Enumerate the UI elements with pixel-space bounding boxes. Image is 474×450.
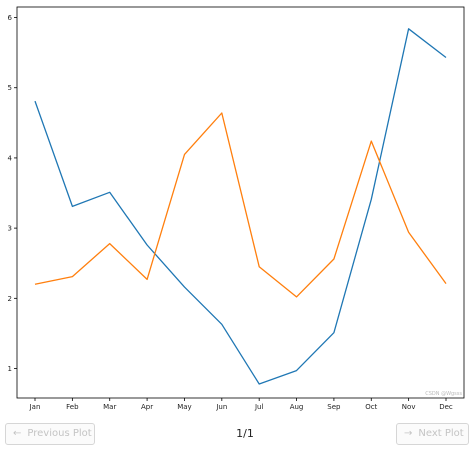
y-tick-label: 2 bbox=[8, 295, 12, 303]
y-tick-label: 5 bbox=[8, 84, 12, 92]
x-tick-label: Feb bbox=[66, 403, 79, 411]
x-tick-label: May bbox=[177, 403, 191, 411]
x-tick-label: Jul bbox=[254, 403, 264, 411]
y-tick-label: 1 bbox=[8, 365, 12, 373]
chart-area: 1 2 3 4 5 6 Jan Feb Mar Apr May Jun Jul Aug Sep Oct Nov… bbox=[8, 6, 465, 411]
y-tick-label: 6 bbox=[8, 14, 13, 22]
arrow-right-icon: → bbox=[404, 428, 413, 439]
x-tick-label: Jun bbox=[215, 403, 227, 411]
axes-frame bbox=[16, 6, 465, 399]
x-tick-label: Sep bbox=[327, 403, 341, 411]
previous-plot-button[interactable]: ← Previous Plot bbox=[5, 423, 95, 445]
x-tick-label: Aug bbox=[290, 403, 304, 411]
next-plot-button[interactable]: → Next Plot bbox=[396, 423, 469, 445]
x-tick-label: Oct bbox=[365, 403, 377, 411]
x-axis: Jan Feb Mar Apr May Jun Jul Aug Sep Oct Nov Dec bbox=[29, 398, 453, 411]
watermark: CSDN @Wgsss bbox=[425, 391, 462, 397]
arrow-left-icon: ← bbox=[13, 428, 22, 439]
y-tick-label: 3 bbox=[8, 225, 12, 233]
y-axis: 1 2 3 4 5 6 bbox=[8, 14, 17, 373]
series-line-2 bbox=[34, 112, 447, 298]
x-tick-label: Jan bbox=[29, 403, 41, 411]
previous-plot-label: Previous Plot bbox=[27, 428, 92, 439]
next-plot-label: Next Plot bbox=[418, 428, 464, 439]
axes bbox=[16, 6, 465, 399]
x-tick-label: Mar bbox=[103, 403, 116, 411]
line-chart: 1 2 3 4 5 6 Jan Feb Mar Apr May Jun Jul Aug Sep Oct Nov… bbox=[8, 6, 465, 411]
x-tick-label: Dec bbox=[439, 403, 453, 411]
series-lines bbox=[34, 28, 447, 385]
x-tick-label: Apr bbox=[141, 403, 153, 411]
series-line-1 bbox=[34, 28, 447, 385]
plot-navigation: ← Previous Plot 1/1 → Next Plot bbox=[0, 420, 474, 450]
y-tick-label: 4 bbox=[8, 154, 13, 162]
page-indicator: 1/1 bbox=[236, 427, 254, 440]
x-tick-label: Nov bbox=[402, 403, 416, 411]
